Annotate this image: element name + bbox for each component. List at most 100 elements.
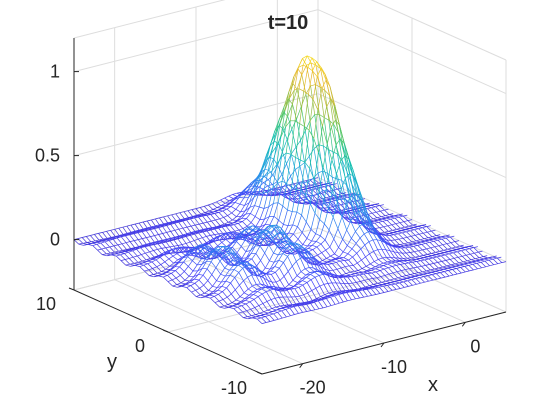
mesh-segment bbox=[375, 293, 380, 295]
mesh-segment bbox=[243, 288, 249, 294]
mesh-segment bbox=[363, 273, 369, 280]
mesh-segment bbox=[203, 221, 208, 224]
mesh-segment bbox=[257, 228, 263, 233]
mesh-segment bbox=[283, 271, 289, 277]
mesh-segment bbox=[246, 250, 251, 258]
mesh-segment bbox=[239, 197, 245, 205]
mesh-segment bbox=[326, 190, 332, 194]
mesh-segment bbox=[161, 225, 167, 233]
mesh-segment bbox=[435, 273, 442, 279]
mesh-segment bbox=[398, 216, 405, 222]
mesh-segment bbox=[270, 270, 276, 273]
mesh-segment bbox=[357, 268, 363, 271]
mesh-segment bbox=[253, 233, 259, 239]
mesh-segment bbox=[322, 106, 327, 127]
mesh-segment bbox=[356, 282, 362, 289]
mesh-segment bbox=[340, 266, 346, 269]
mesh-segment bbox=[188, 270, 194, 277]
mesh-segment bbox=[158, 273, 163, 277]
mesh-segment bbox=[132, 250, 138, 257]
mesh-segment bbox=[294, 244, 299, 250]
mesh-segment bbox=[480, 262, 486, 268]
mesh-segment bbox=[194, 216, 199, 219]
mesh-segment bbox=[176, 284, 182, 286]
mesh-segment bbox=[328, 263, 333, 265]
mesh-segment bbox=[252, 225, 258, 230]
mesh-segment bbox=[308, 189, 313, 192]
mesh-segment bbox=[326, 305, 332, 308]
mesh-segment bbox=[180, 246, 186, 252]
mesh-segment bbox=[391, 262, 397, 266]
mesh-segment bbox=[245, 213, 251, 215]
mesh-segment bbox=[403, 281, 409, 287]
mesh-segment bbox=[219, 217, 224, 220]
mesh-segment bbox=[223, 215, 228, 218]
mesh-segment bbox=[201, 230, 207, 237]
mesh-segment bbox=[217, 254, 222, 259]
mesh-segment bbox=[138, 238, 143, 240]
mesh-segment bbox=[253, 235, 259, 239]
mesh-segment bbox=[281, 240, 286, 243]
mesh-segment bbox=[348, 219, 354, 224]
mesh-segment bbox=[404, 269, 411, 275]
mesh-segment bbox=[457, 272, 462, 275]
mesh-segment bbox=[331, 282, 338, 292]
mesh-segment bbox=[283, 256, 288, 263]
mesh-segment bbox=[381, 249, 387, 258]
mesh-segment bbox=[327, 273, 332, 276]
mesh-segment bbox=[441, 238, 448, 244]
mesh-segment bbox=[219, 260, 225, 269]
mesh-segment bbox=[345, 199, 351, 213]
mesh-segment bbox=[243, 292, 249, 296]
mesh-segment bbox=[386, 218, 392, 221]
mesh-segment bbox=[462, 254, 467, 257]
mesh-segment bbox=[115, 253, 121, 256]
mesh-segment bbox=[206, 268, 213, 275]
mesh-segment bbox=[176, 282, 181, 285]
mesh-segment bbox=[356, 199, 361, 202]
mesh-segment bbox=[284, 194, 290, 200]
mesh-segment bbox=[96, 244, 102, 250]
mesh-segment bbox=[497, 262, 502, 265]
mesh-segment bbox=[258, 305, 264, 313]
mesh-segment bbox=[221, 285, 227, 289]
mesh-segment bbox=[349, 193, 355, 198]
mesh-segment bbox=[212, 203, 218, 208]
mesh-segment bbox=[197, 267, 203, 272]
mesh-segment bbox=[184, 271, 190, 277]
mesh-segment bbox=[94, 234, 100, 241]
mesh-segment bbox=[305, 93, 311, 121]
mesh-segment bbox=[324, 208, 329, 224]
mesh-segment bbox=[355, 202, 361, 218]
mesh-segment bbox=[262, 174, 268, 179]
mesh-segment bbox=[297, 280, 303, 285]
mesh-segment bbox=[430, 246, 435, 249]
mesh-segment bbox=[283, 224, 289, 226]
mesh-segment bbox=[141, 229, 146, 232]
mesh-segment bbox=[202, 249, 208, 256]
mesh-segment bbox=[375, 266, 380, 270]
mesh-segment bbox=[266, 289, 271, 293]
mesh-segment bbox=[197, 231, 203, 238]
mesh-segment bbox=[278, 219, 284, 225]
mesh-segment bbox=[306, 258, 311, 263]
mesh-segment bbox=[349, 173, 355, 194]
mesh-segment bbox=[409, 268, 415, 274]
mesh-segment bbox=[407, 219, 413, 221]
mesh-segment bbox=[177, 221, 184, 229]
mesh-segment bbox=[231, 212, 237, 217]
mesh-segment bbox=[344, 155, 350, 174]
mesh-segment bbox=[381, 234, 387, 241]
mesh-segment bbox=[307, 194, 313, 203]
mesh-segment bbox=[397, 247, 403, 254]
mesh-segment bbox=[191, 291, 197, 297]
mesh-segment bbox=[242, 311, 248, 317]
mesh-segment bbox=[340, 188, 347, 206]
mesh-segment bbox=[128, 250, 133, 253]
mesh-segment bbox=[294, 169, 300, 184]
mesh-segment bbox=[276, 156, 282, 165]
mesh-segment bbox=[209, 292, 214, 296]
mesh-segment bbox=[250, 245, 256, 254]
mesh-segment bbox=[375, 227, 380, 229]
mesh-segment bbox=[342, 239, 348, 246]
